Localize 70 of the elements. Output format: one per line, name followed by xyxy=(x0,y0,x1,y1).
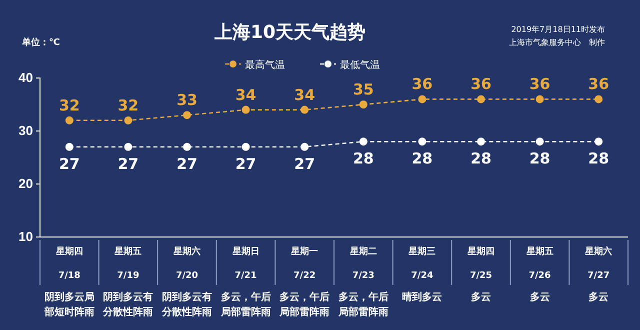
category-label: 星期五 7/19 xyxy=(114,247,142,281)
point xyxy=(300,142,309,151)
point xyxy=(124,142,132,151)
data-label: 35 xyxy=(352,80,374,98)
point xyxy=(124,116,132,124)
text: 多云，午后局部雷阵雨 xyxy=(220,291,271,318)
text: 阴到多云有分散性阵雨 xyxy=(161,291,212,318)
y-tick-label: 30 xyxy=(18,123,33,138)
point xyxy=(477,138,485,146)
data-label: 28 xyxy=(588,150,610,168)
text: 多云 xyxy=(530,291,550,303)
data-label: 36 xyxy=(588,75,610,94)
data-label: 27 xyxy=(58,154,80,173)
category-label: 星期三 7/24 xyxy=(408,247,436,281)
point xyxy=(65,142,74,151)
text: 多云，午后局部雷阵雨 xyxy=(278,291,330,318)
text: 多云，午后局部雷阵雨 xyxy=(337,291,388,318)
category-label: 星期六 7/27 xyxy=(585,247,612,281)
category-label: 星期四 7/25 xyxy=(468,247,494,281)
y-tick-label: 10 xyxy=(18,229,33,244)
category-label: 星期六 7/20 xyxy=(174,247,200,281)
data-label: 34 xyxy=(235,86,256,104)
point xyxy=(183,111,191,120)
data-label: 36 xyxy=(470,75,492,94)
point xyxy=(536,95,544,104)
legend-label: 最高气温 xyxy=(245,59,285,71)
text: 多云 xyxy=(588,291,609,303)
point xyxy=(242,106,250,114)
point xyxy=(242,142,250,151)
y-tick-label: 40 xyxy=(18,70,33,86)
y-tick-label: 20 xyxy=(18,176,33,192)
text: 多云 xyxy=(471,291,491,303)
y-axis-title: 单位：℃ xyxy=(21,37,60,48)
text: 阴到多云局部短时阵雨 xyxy=(43,291,94,318)
data-label: 32 xyxy=(118,96,139,114)
point xyxy=(477,95,485,104)
point xyxy=(418,138,426,146)
text: 2019年7月18日11时发布 xyxy=(511,25,605,34)
point xyxy=(418,95,426,104)
category-label: 星期日 7/21 xyxy=(232,247,260,281)
text: 阴到多云有分散性阵雨 xyxy=(102,291,154,318)
data-label: 33 xyxy=(176,91,198,110)
data-label: 28 xyxy=(529,150,550,168)
point xyxy=(359,138,368,146)
data-label: 36 xyxy=(529,75,550,94)
data-label: 27 xyxy=(235,154,256,173)
text: 上海市气象服务中心 制作 xyxy=(509,38,605,47)
point xyxy=(594,138,603,146)
point xyxy=(359,100,368,108)
text: 晴到多云 xyxy=(402,291,442,303)
data-label: 27 xyxy=(118,154,139,173)
data-label: 27 xyxy=(294,154,316,173)
category-label: 星期一 7/22 xyxy=(291,247,318,281)
point xyxy=(65,116,74,124)
data-label: 28 xyxy=(412,150,433,168)
data-label: 28 xyxy=(470,150,492,168)
data-label: 36 xyxy=(412,75,433,94)
category-label: 星期四 7/18 xyxy=(56,247,83,281)
point xyxy=(300,106,309,114)
category-label: 星期二 7/23 xyxy=(350,247,377,281)
category-label: 星期五 7/26 xyxy=(526,247,554,281)
data-label: 32 xyxy=(58,96,80,114)
chart-title: 上海10天天气趋势 xyxy=(213,22,366,43)
data-label: 27 xyxy=(176,154,198,173)
data-label: 28 xyxy=(352,150,374,168)
point xyxy=(183,142,191,151)
point xyxy=(594,95,603,104)
legend-label: 最低气温 xyxy=(340,59,380,71)
point xyxy=(536,138,544,146)
data-label: 34 xyxy=(294,86,316,104)
